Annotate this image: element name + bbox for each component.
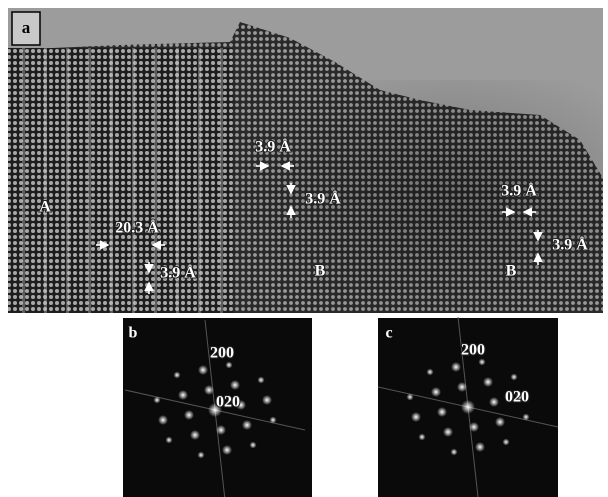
fft-feature [178,390,188,400]
fft-feature [158,415,168,425]
fft-feature [489,397,499,407]
spacing-label: 3.9 Å [305,190,341,208]
fft-feature [198,452,205,459]
fft-feature [204,385,214,395]
fft-feature [461,400,475,414]
region-label: B [315,263,326,280]
spacing-label: 3.9 Å [255,138,291,156]
fft-feature [230,380,240,390]
stacking-faults [8,48,233,313]
fft-feature [262,395,272,405]
fft-feature [483,377,493,387]
fft-feature [511,374,518,381]
fft-feature [495,417,505,427]
fft-feature [258,377,265,384]
fft-feature [427,369,434,376]
fft-feature [250,442,257,449]
spacing-label: 3.9 Å [160,264,196,282]
fft-feature [270,417,277,424]
fft-feature [451,362,461,372]
panel-label: a [22,18,31,37]
fft-feature [174,372,181,379]
fft-feature [222,445,232,455]
fft-feature [475,442,485,452]
spacing-label: 3.9 Å [501,182,537,200]
fft-feature [503,439,510,446]
fft-feature [431,387,441,397]
fft-feature [469,422,479,432]
fft-feature [451,449,458,456]
fft-feature [184,410,194,420]
fft-feature [216,425,226,435]
spot-label: 020 [216,394,240,411]
fft-feature [198,365,208,375]
fft-feature [407,394,414,401]
spot-label: 200 [210,345,234,362]
fft-feature [523,414,530,421]
fft-feature [166,437,173,444]
panel-b: b 200 020 [123,318,312,497]
panel-label: b [129,325,138,342]
spot-label: 020 [505,389,529,406]
shading [230,80,603,313]
fft-feature [154,397,161,404]
spacing-label: 20.3 Å [115,219,159,237]
fft-feature [226,362,233,369]
spacing-label: 3.9 Å [552,236,588,254]
region-label: A [39,199,51,216]
fft-feature [411,412,421,422]
spot-label: 200 [461,342,485,359]
fft-feature [443,427,453,437]
figure: a A 20.3 Å 3.9 Å 3.9 Å 3.9 Å B 3.9 Å 3.9… [0,0,608,497]
fft-feature [437,407,447,417]
fft-feature [479,359,486,366]
region-label: B [506,263,517,280]
fft-feature [419,434,426,441]
fft-feature [190,430,200,440]
fft-feature [457,382,467,392]
panel-label: c [385,325,392,342]
panel-c: c 200 020 [378,317,558,497]
panel-a: a A 20.3 Å 3.9 Å 3.9 Å 3.9 Å B 3.9 Å 3.9… [8,8,603,313]
fft-feature [242,420,252,430]
